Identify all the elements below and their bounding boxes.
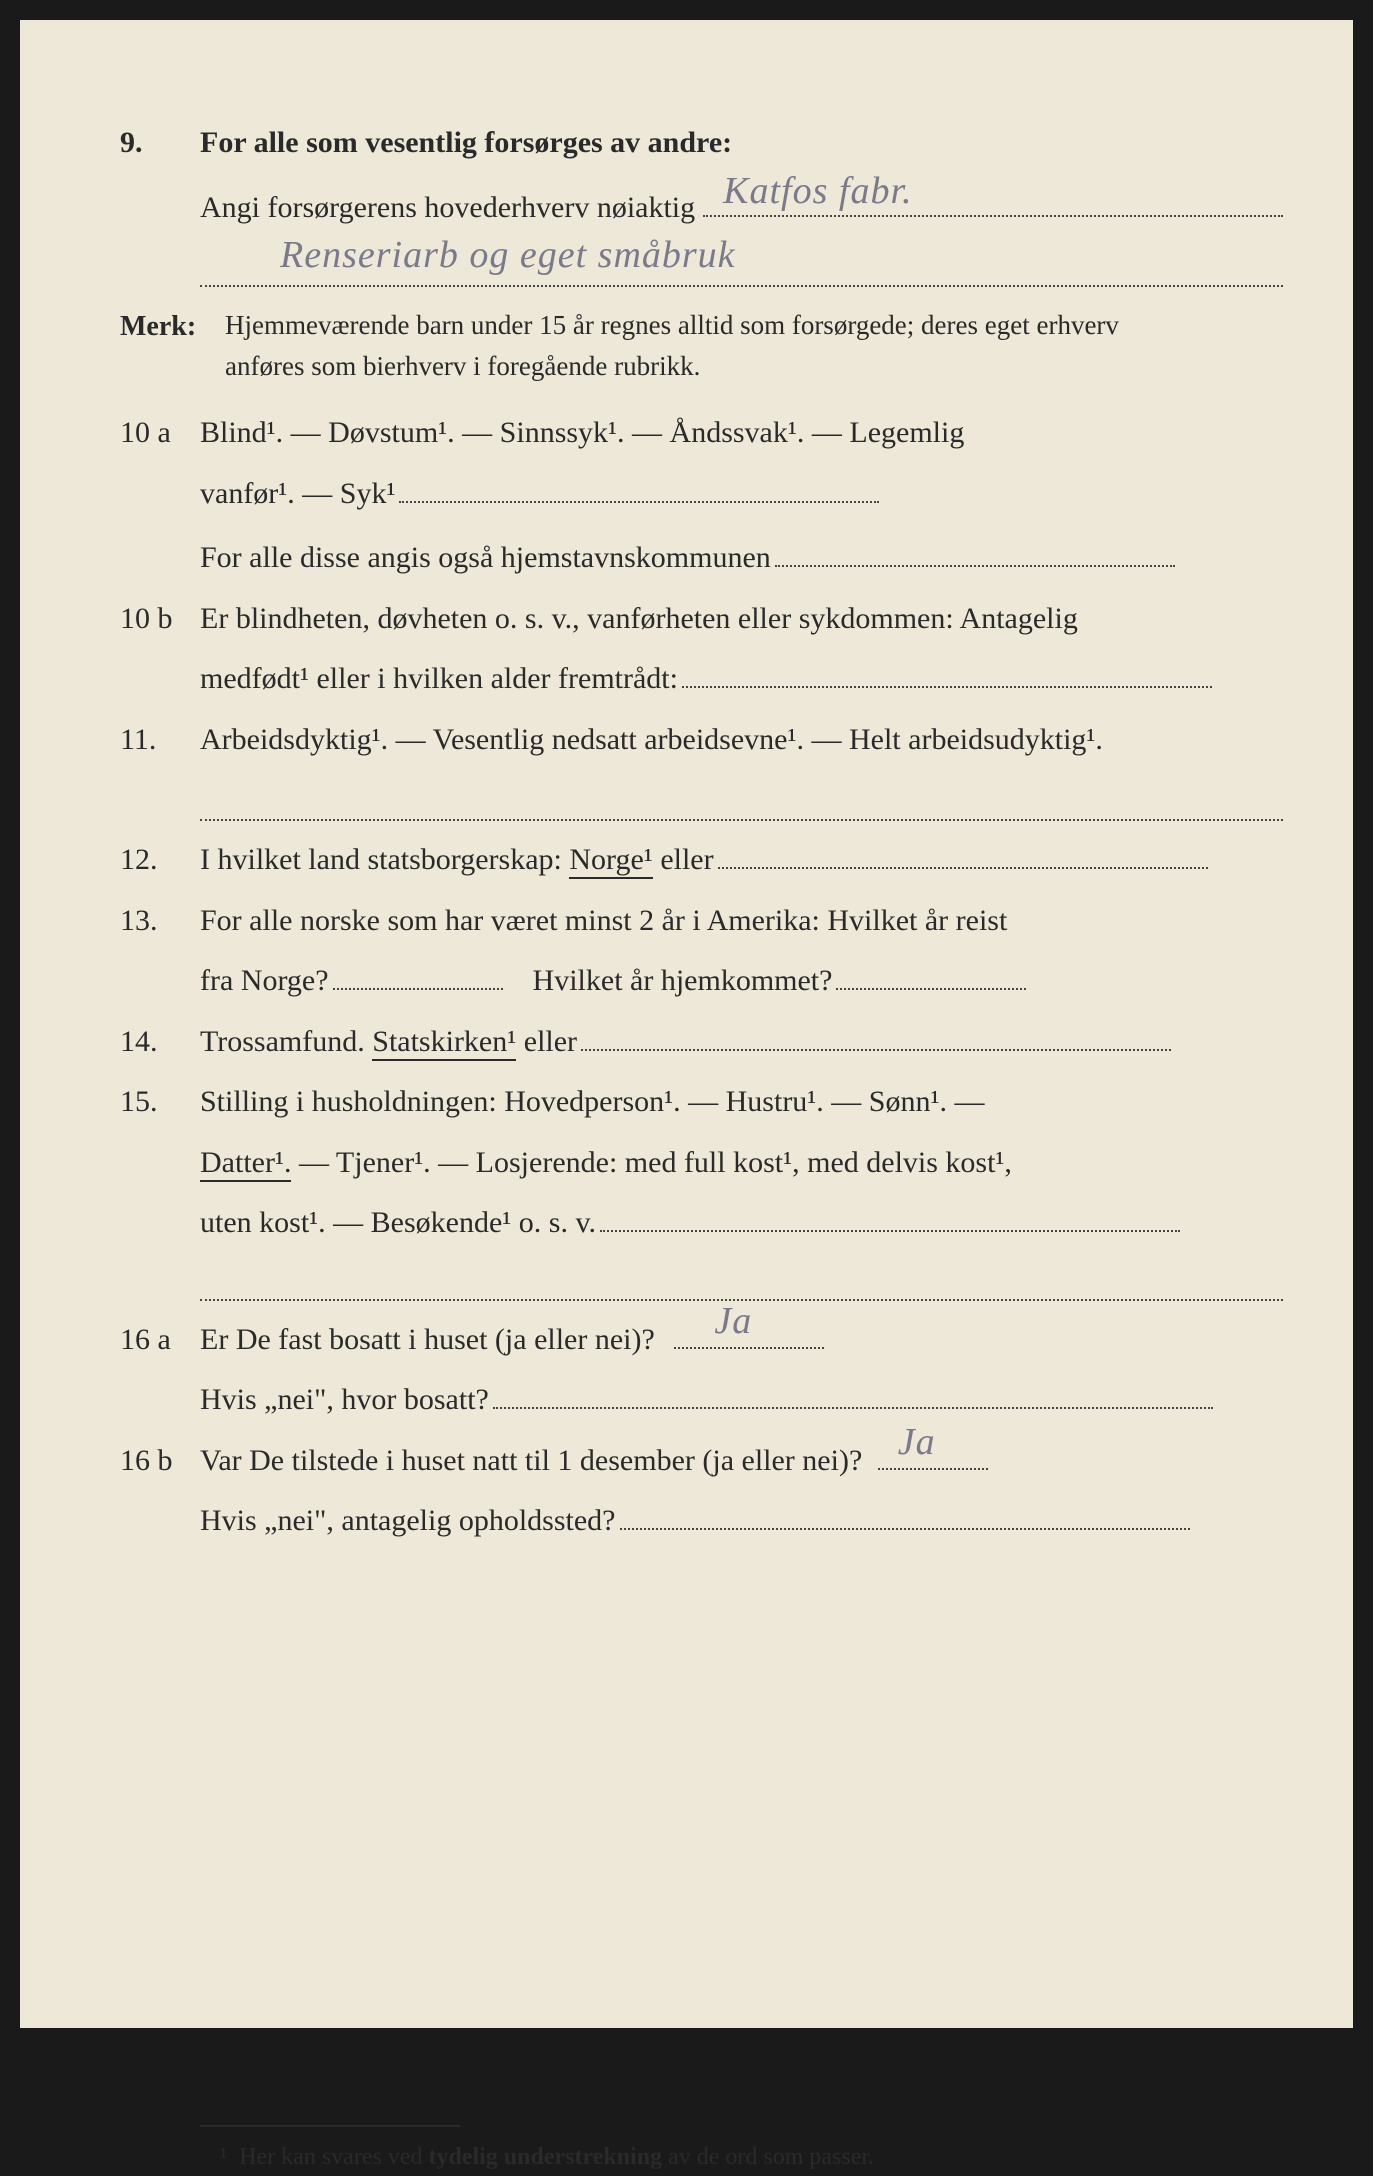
q11-num: 11. <box>120 717 200 764</box>
q13-text2b: Hvilket år hjemkommet? <box>533 964 833 997</box>
footnote-rule <box>200 2125 460 2127</box>
q14-text-b: eller <box>516 1025 577 1058</box>
q15-text2b: — Tjener¹. — Losjerende: med full kost¹,… <box>291 1146 1011 1179</box>
q10b: 10 b Er blindheten, døvheten o. s. v., v… <box>120 596 1283 703</box>
q12-text-a: I hvilket land statsborgerskap: <box>200 843 569 876</box>
q12-underlined: Norge¹ <box>569 843 652 879</box>
footnote-text-a: Her kan svares ved <box>239 2144 428 2170</box>
q10a-blank1 <box>399 501 879 503</box>
q10a-num: 10 a <box>120 410 200 457</box>
footnote-bold: tydelig understrekning <box>428 2144 662 2170</box>
q9-answer1-line: Katfos fabr. <box>703 191 1283 217</box>
q14-num: 14. <box>120 1019 200 1066</box>
q13-text2a: fra Norge? <box>200 964 329 997</box>
q13-blank2 <box>836 988 1026 990</box>
q10b-text2: medfødt¹ eller i hvilken alder fremtrådt… <box>200 662 678 695</box>
q9-handwritten1: Katfos fabr. <box>723 162 912 221</box>
q14-underlined: Statskirken¹ <box>372 1025 516 1061</box>
merk-note: Merk: Hjemmeværende barn under 15 år reg… <box>120 305 1283 386</box>
q10a-text2: vanfør¹. — Syk¹ <box>200 477 395 510</box>
q13-num: 13. <box>120 898 200 945</box>
q10b-blank <box>682 686 1212 688</box>
merk-text2: anføres som bierhverv i foregående rubri… <box>225 351 700 381</box>
q9-num: 9. <box>120 120 200 167</box>
q16a-blank <box>493 1407 1213 1409</box>
q12-text-b: eller <box>653 843 714 876</box>
q9-answer2-line: Renseriarb og eget småbruk <box>200 239 1283 287</box>
q16a-answer: Ja <box>714 1292 752 1351</box>
q13: 13. For alle norske som har været minst … <box>120 898 1283 1005</box>
q10a-text3: For alle disse angis også hjemstavnskomm… <box>200 541 771 574</box>
q15-num: 15. <box>120 1079 200 1126</box>
q11-blank-line <box>200 791 1283 821</box>
q16a-text2: Hvis „nei", hvor bosatt? <box>200 1383 489 1416</box>
q15-text3: uten kost¹. — Besøkende¹ o. s. v. <box>200 1206 596 1239</box>
q15-blank <box>600 1230 1180 1232</box>
q16a: 16 a Er De fast bosatt i huset (ja eller… <box>120 1317 1283 1424</box>
q10a-blank2 <box>775 565 1175 567</box>
footnote-text-b: av de ord som passer. <box>662 2144 874 2170</box>
q9-line2-label: Angi forsørgerens hovederhverv nøiaktig <box>200 185 695 232</box>
q12-num: 12. <box>120 837 200 884</box>
q16b: 16 b Var De tilstede i huset natt til 1 … <box>120 1438 1283 1545</box>
q16a-num: 16 a <box>120 1317 200 1364</box>
q16b-answer: Ja <box>898 1413 936 1472</box>
q16a-answer-line: Ja <box>674 1347 824 1349</box>
q15-underlined2: Datter¹. <box>200 1146 291 1182</box>
q9-line1: For alle som vesentlig forsørges av andr… <box>200 120 1283 167</box>
merk-text1: Hjemmeværende barn under 15 år regnes al… <box>225 310 1119 340</box>
q14: 14. Trossamfund. Statskirken¹ eller <box>120 1019 1283 1066</box>
q11-text: Arbeidsdyktig¹. — Vesentlig nedsatt arbe… <box>200 717 1283 764</box>
q10b-text: Er blindheten, døvheten o. s. v., vanfør… <box>200 596 1283 643</box>
q16b-answer-line: Ja <box>878 1468 988 1470</box>
q10a-text: Blind¹. — Døvstum¹. — Sinnssyk¹. — Åndss… <box>200 410 1283 457</box>
census-form-page: 9. For alle som vesentlig forsørges av a… <box>20 20 1353 2028</box>
q12: 12. I hvilket land statsborgerskap: Norg… <box>120 837 1283 884</box>
q9-handwritten2: Renseriarb og eget småbruk <box>280 226 736 285</box>
q15: 15. Stilling i husholdningen: Hovedperso… <box>120 1079 1283 1247</box>
q16a-text: Er De fast bosatt i huset (ja eller nei)… <box>200 1323 655 1356</box>
q9: 9. For alle som vesentlig forsørges av a… <box>120 120 1283 287</box>
footnote: ¹ Her kan svares ved tydelig understrekn… <box>220 2139 1283 2176</box>
q11: 11. Arbeidsdyktig¹. — Vesentlig nedsatt … <box>120 717 1283 764</box>
q12-blank <box>718 867 1208 869</box>
q16b-text2: Hvis „nei", antagelig opholdssted? <box>200 1504 616 1537</box>
q10b-num: 10 b <box>120 596 200 643</box>
q14-blank <box>581 1049 1171 1051</box>
q13-text: For alle norske som har været minst 2 år… <box>200 898 1283 945</box>
q13-blank1 <box>333 988 503 990</box>
q16b-num: 16 b <box>120 1438 200 1485</box>
q16b-text: Var De tilstede i huset natt til 1 desem… <box>200 1444 862 1477</box>
merk-label: Merk: <box>120 305 225 348</box>
q10a: 10 a Blind¹. — Døvstum¹. — Sinnssyk¹. — … <box>120 410 1283 582</box>
q15-text: Stilling i husholdningen: Hovedperson¹. … <box>200 1079 1283 1126</box>
q14-text-a: Trossamfund. <box>200 1025 372 1058</box>
footnote-marker: ¹ <box>220 2144 227 2170</box>
q16b-blank <box>620 1528 1190 1530</box>
